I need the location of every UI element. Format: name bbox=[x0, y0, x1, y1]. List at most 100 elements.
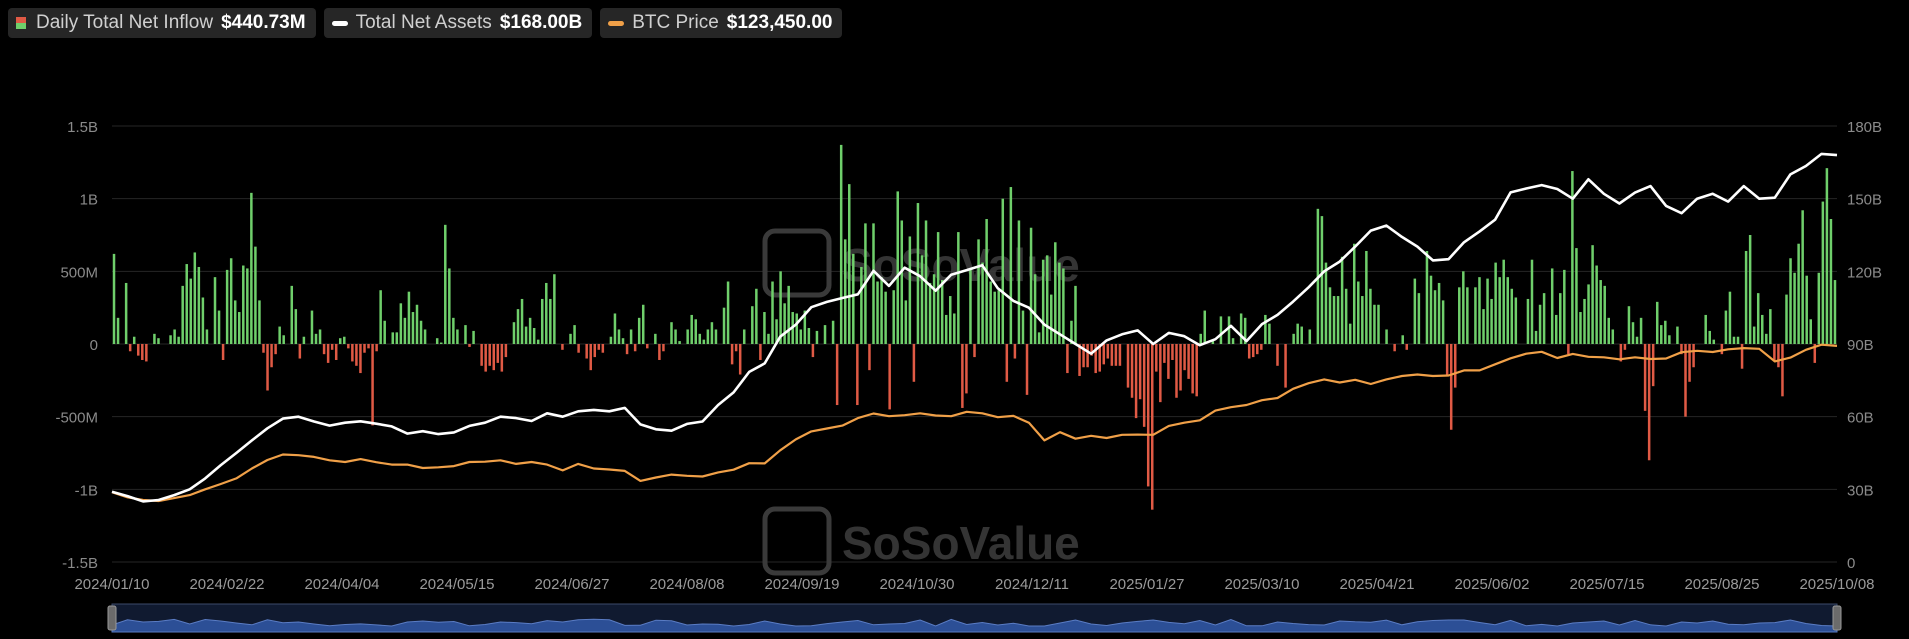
inflow-bar-swatch-icon bbox=[16, 17, 26, 29]
x-axis-tick-label: 2025/04/21 bbox=[1339, 576, 1414, 593]
inflow-bar bbox=[920, 255, 924, 344]
inflow-bar bbox=[185, 264, 188, 344]
inflow-bar bbox=[1175, 344, 1178, 398]
inflow-bar bbox=[694, 319, 697, 344]
inflow-bar bbox=[1651, 344, 1655, 387]
inflow-bar bbox=[1486, 278, 1489, 344]
inflow-bar bbox=[1126, 344, 1130, 388]
inflow-bar bbox=[1365, 250, 1368, 344]
inflow-bar bbox=[536, 339, 540, 344]
inflow-bar bbox=[480, 344, 483, 366]
inflow-bar bbox=[698, 333, 702, 344]
inflow-bar bbox=[1494, 262, 1497, 344]
inflow-bar bbox=[1183, 344, 1186, 371]
inflow-bar bbox=[1151, 344, 1154, 510]
inflow-bar bbox=[1086, 344, 1089, 368]
inflow-bar bbox=[363, 344, 366, 353]
inflow-bar bbox=[1668, 335, 1671, 344]
inflow-bar bbox=[524, 326, 528, 344]
inflow-bar bbox=[1037, 332, 1041, 344]
inflow-bar bbox=[1769, 309, 1772, 344]
inflow-bar bbox=[367, 344, 370, 349]
inflow-bar bbox=[831, 320, 835, 344]
range-navigator[interactable] bbox=[107, 603, 1842, 633]
inflow-bar bbox=[1256, 344, 1259, 355]
inflow-bar bbox=[310, 310, 314, 344]
inflow-bar bbox=[246, 268, 249, 344]
inflow-bar bbox=[1142, 344, 1146, 427]
inflow-bar bbox=[1369, 288, 1372, 344]
inflow-bar bbox=[1243, 317, 1247, 344]
inflow-bar bbox=[343, 336, 346, 344]
inflow-bar bbox=[1736, 336, 1740, 344]
inflow-bar bbox=[1797, 243, 1800, 344]
inflow-bar bbox=[1114, 344, 1118, 366]
inflow-bar bbox=[585, 344, 588, 359]
inflow-bar bbox=[225, 269, 229, 344]
legend-chip-daily-inflow[interactable]: Daily Total Net Inflow $440.73M bbox=[8, 8, 316, 38]
inflow-bar bbox=[1498, 277, 1501, 344]
inflow-bar bbox=[1821, 201, 1825, 344]
legend-chip-net-assets[interactable]: Total Net Assets $168.00B bbox=[323, 8, 593, 38]
inflow-bar bbox=[779, 271, 782, 344]
x-axis-tick-label: 2024/04/04 bbox=[304, 576, 379, 593]
inflow-bar bbox=[383, 320, 386, 344]
net-assets-line bbox=[111, 152, 1838, 503]
inflow-bar bbox=[839, 144, 843, 344]
x-axis-tick-label: 2024/09/19 bbox=[764, 576, 839, 593]
inflow-bar bbox=[1413, 278, 1417, 344]
inflow-bar bbox=[783, 303, 786, 344]
inflow-bar bbox=[876, 281, 879, 344]
inflow-bar bbox=[856, 344, 859, 406]
inflow-bar bbox=[1773, 344, 1776, 362]
inflow-bar bbox=[629, 329, 633, 344]
series-lines bbox=[111, 152, 1838, 503]
inflow-bar bbox=[1647, 344, 1651, 461]
inflow-bar bbox=[1801, 210, 1804, 344]
inflow-bar bbox=[835, 344, 839, 406]
inflow-bar bbox=[868, 344, 871, 371]
inflow-bar bbox=[1607, 317, 1610, 344]
inflow-bar bbox=[1179, 344, 1182, 391]
inflow-bar bbox=[654, 333, 657, 344]
legend-chip-btc-price[interactable]: BTC Price $123,450.00 bbox=[600, 8, 843, 38]
inflow-bar bbox=[516, 309, 520, 344]
inflow-bar bbox=[262, 344, 265, 353]
inflow-bar bbox=[193, 252, 197, 344]
btc-price-line bbox=[111, 343, 1838, 503]
inflow-bar bbox=[545, 282, 548, 344]
x-axis-tick-label: 2024/06/27 bbox=[534, 576, 609, 593]
inflow-bar bbox=[1070, 320, 1073, 344]
inflow-bar bbox=[1050, 294, 1053, 344]
inflow-bar bbox=[1308, 329, 1312, 344]
inflow-bar bbox=[1752, 326, 1756, 344]
inflow-bar bbox=[1066, 344, 1069, 374]
inflow-bar bbox=[633, 344, 637, 352]
inflow-bar bbox=[771, 281, 774, 344]
inflow-bar bbox=[217, 310, 221, 344]
inflow-bar bbox=[1078, 344, 1081, 376]
left-axis-tick-label: 1.5B bbox=[67, 119, 98, 136]
inflow-bar bbox=[1761, 314, 1764, 344]
inflow-bar bbox=[177, 336, 180, 344]
inflow-bar bbox=[989, 281, 992, 344]
inflow-bar bbox=[1013, 344, 1017, 359]
inflow-bar bbox=[1163, 344, 1166, 363]
inflow-bar bbox=[302, 336, 306, 344]
inflow-bar bbox=[500, 344, 504, 372]
inflow-bar bbox=[496, 344, 500, 363]
inflow-bar bbox=[755, 288, 758, 344]
x-axis-labels: 2024/01/10 2024/02/22 2024/04/04 2024/05/15… bbox=[74, 576, 1874, 593]
navigator-right-handle[interactable] bbox=[1832, 605, 1842, 631]
x-axis-tick-label: 2024/12/11 bbox=[995, 576, 1069, 593]
inflow-bar bbox=[371, 344, 374, 426]
inflow-bar bbox=[807, 328, 811, 344]
inflow-bar bbox=[1239, 313, 1243, 344]
navigator-left-handle[interactable] bbox=[107, 605, 117, 631]
inflow-bar bbox=[912, 344, 916, 382]
legend-btc-label: BTC Price bbox=[632, 12, 719, 33]
inflow-bar bbox=[1134, 344, 1138, 419]
btc-price-line-swatch-icon bbox=[608, 20, 625, 26]
inflow-bar bbox=[690, 314, 693, 344]
